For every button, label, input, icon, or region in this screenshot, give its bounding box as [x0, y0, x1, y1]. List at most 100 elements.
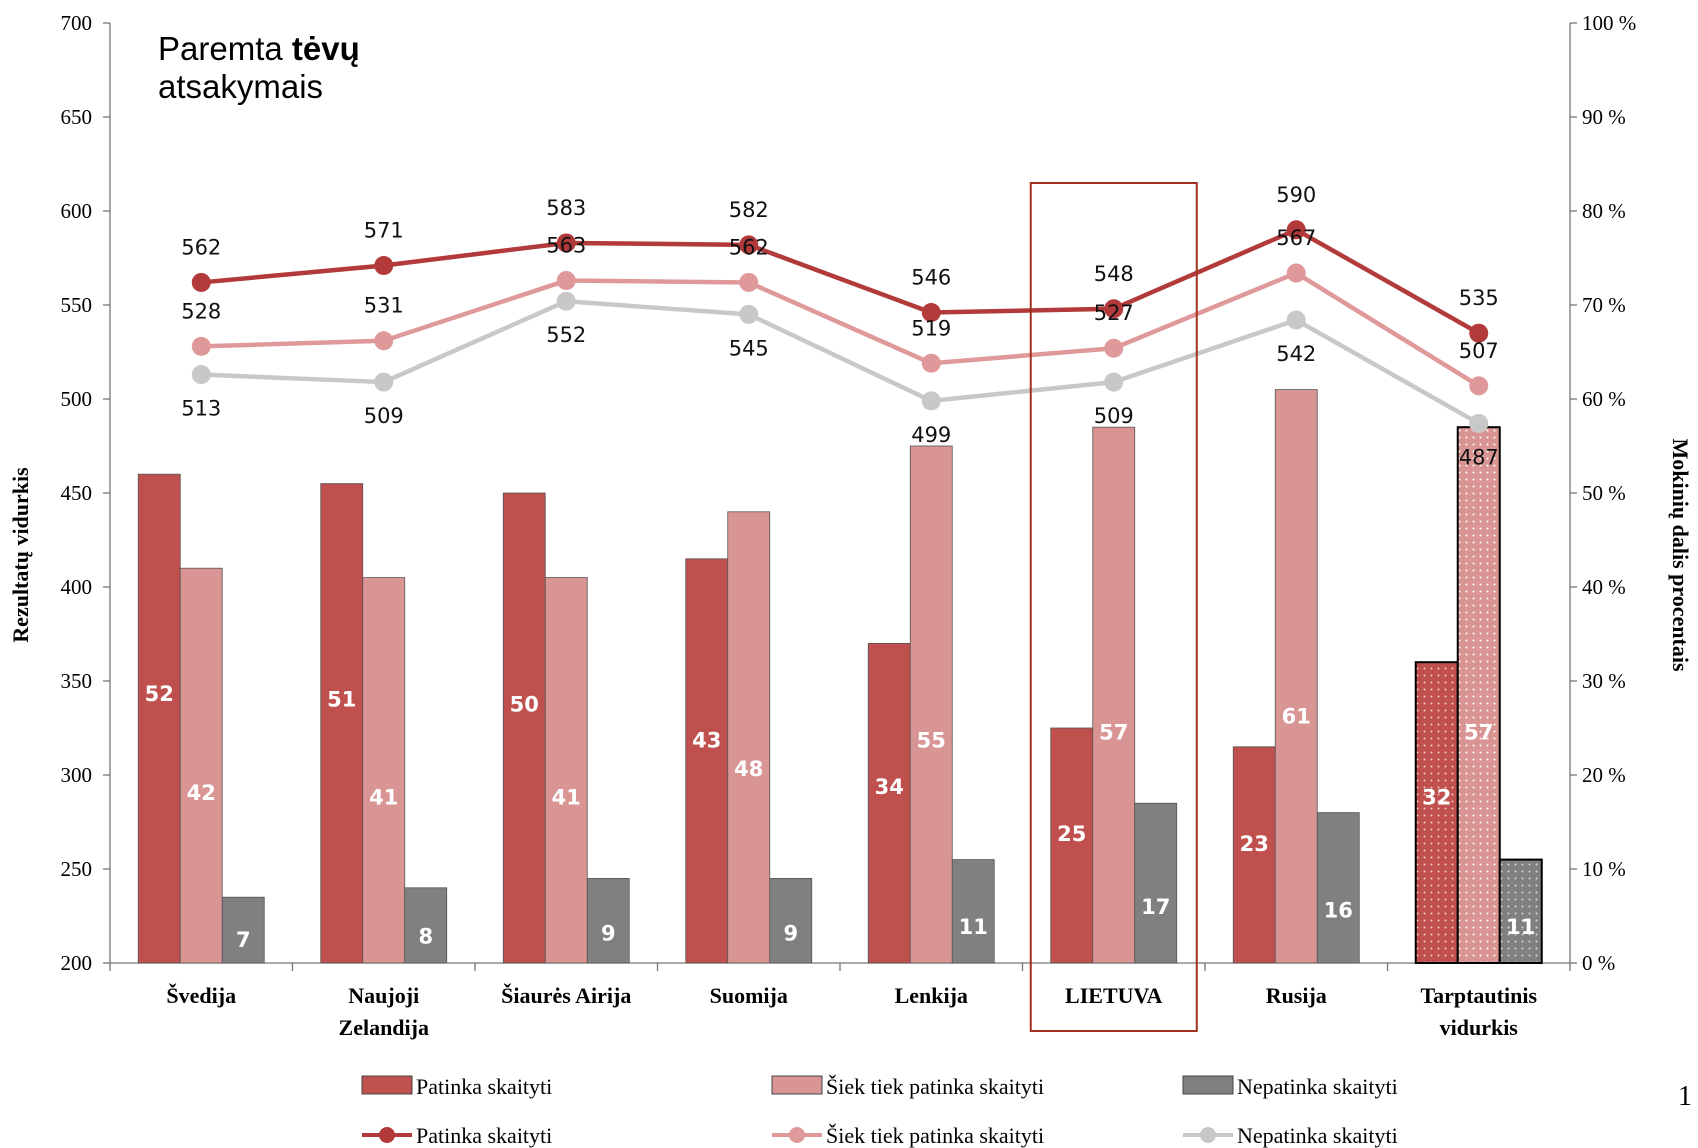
bar-value-label: 11 — [1506, 915, 1535, 939]
line-point — [192, 273, 211, 292]
bar-value-label: 32 — [1422, 786, 1451, 810]
line-value-label: 509 — [364, 404, 404, 428]
bar-value-label: 48 — [734, 757, 763, 781]
bar-value-label: 41 — [552, 785, 581, 809]
legend-bar-swatch — [362, 1076, 412, 1094]
y2-tick-label: 60 % — [1582, 387, 1626, 411]
bar — [138, 474, 180, 963]
bar-value-label: 17 — [1141, 895, 1170, 919]
line-value-label: 571 — [364, 219, 404, 243]
line-point — [557, 271, 576, 290]
axes: 2002503003504004505005506006507000 %10 %… — [61, 11, 1637, 975]
bar — [1093, 427, 1135, 963]
y2-tick-label: 70 % — [1582, 293, 1626, 317]
line-value-label: 545 — [729, 336, 769, 360]
legend-bar-label: Patinka skaityti — [416, 1074, 552, 1099]
y-tick-label: 550 — [61, 293, 93, 317]
bar-value-label: 57 — [1464, 721, 1493, 745]
bar — [503, 493, 545, 963]
legend-bar-label: Nepatinka skaityti — [1237, 1074, 1398, 1099]
bar-value-label: 50 — [510, 693, 539, 717]
annotation: Paremta tėvų atsakymais — [158, 30, 360, 105]
bar-value-label: 7 — [236, 928, 251, 952]
line-value-label: 509 — [1094, 404, 1134, 428]
line-point — [1104, 373, 1123, 392]
line-value-label: 548 — [1094, 262, 1134, 286]
line-point — [192, 365, 211, 384]
category-label: Šiaurės Airija — [501, 983, 631, 1008]
bar-value-label: 16 — [1324, 898, 1353, 922]
line-series — [201, 273, 1479, 386]
y2-tick-label: 20 % — [1582, 763, 1626, 787]
category-label: Zelandija — [339, 1015, 429, 1040]
line-point — [1104, 339, 1123, 358]
line-point — [374, 256, 393, 275]
y2-tick-label: 40 % — [1582, 575, 1626, 599]
line-point — [1469, 414, 1488, 433]
bar-value-label: 55 — [917, 729, 946, 753]
line-value-label: 535 — [1459, 286, 1499, 310]
bar-value-label: 11 — [959, 915, 988, 939]
category-label: Švedija — [166, 983, 236, 1008]
y-tick-label: 300 — [61, 763, 93, 787]
y-tick-label: 200 — [61, 951, 93, 975]
line-point — [557, 292, 576, 311]
line-value-label: 552 — [546, 323, 586, 347]
y-tick-label: 350 — [61, 669, 93, 693]
bar-value-label: 8 — [418, 925, 433, 949]
category-label: Tarptautinis — [1420, 983, 1537, 1008]
bar — [1416, 662, 1458, 963]
y2-tick-label: 10 % — [1582, 857, 1626, 881]
bar — [868, 643, 910, 963]
bar — [1275, 390, 1317, 963]
line-value-label: 590 — [1276, 183, 1316, 207]
bar-value-label: 61 — [1282, 704, 1311, 728]
legend-bar-swatch — [1183, 1076, 1233, 1094]
legend-line-marker — [789, 1127, 805, 1143]
bar — [728, 512, 770, 963]
line-point — [374, 331, 393, 350]
line-point — [1287, 264, 1306, 283]
legend-line-label: Šiek tiek patinka skaityti — [826, 1123, 1044, 1148]
line-value-label: 562 — [729, 235, 769, 259]
line-value-label: 528 — [181, 299, 221, 323]
bar-value-label: 34 — [875, 775, 904, 799]
y2-tick-label: 100 % — [1582, 11, 1636, 35]
y-axis-title: Rezultatų vidurkis — [8, 467, 33, 643]
line-value-label: 519 — [911, 316, 951, 340]
legend: Patinka skaityti Šiek tiek patinka skaity… — [362, 1074, 1398, 1148]
bar-value-label: 43 — [692, 729, 721, 753]
line-value-label: 542 — [1276, 342, 1316, 366]
bar — [1317, 813, 1359, 963]
legend-line-marker — [1200, 1127, 1216, 1143]
y-tick-label: 500 — [61, 387, 93, 411]
category-label: vidurkis — [1440, 1015, 1519, 1040]
bar — [910, 446, 952, 963]
y2-tick-label: 0 % — [1582, 951, 1615, 975]
line-point — [1287, 311, 1306, 330]
line-point — [192, 337, 211, 356]
y2-tick-label: 80 % — [1582, 199, 1626, 223]
y-tick-label: 600 — [61, 199, 93, 223]
legend-line-label: Patinka skaityti — [416, 1123, 552, 1148]
bar-value-label: 51 — [327, 687, 356, 711]
line-value-label: 563 — [546, 234, 586, 258]
annotation-prefix: Paremta — [158, 30, 292, 67]
line-value-label: 499 — [911, 423, 951, 447]
line-value-label: 527 — [1094, 301, 1134, 325]
bar — [1458, 427, 1500, 963]
bar — [363, 578, 405, 963]
line-point — [922, 391, 941, 410]
line-value-label: 562 — [181, 235, 221, 259]
y2-tick-label: 30 % — [1582, 669, 1626, 693]
page-number: 1 — [1678, 1081, 1692, 1112]
bar-value-label: 42 — [187, 781, 216, 805]
bars — [138, 390, 1542, 963]
annotation-bold: tėvų — [292, 30, 360, 67]
legend-bar-label: Šiek tiek patinka skaityti — [826, 1074, 1044, 1099]
y-tick-label: 650 — [61, 105, 93, 129]
bar — [545, 578, 587, 963]
y2-tick-label: 50 % — [1582, 481, 1626, 505]
bar — [180, 568, 222, 963]
